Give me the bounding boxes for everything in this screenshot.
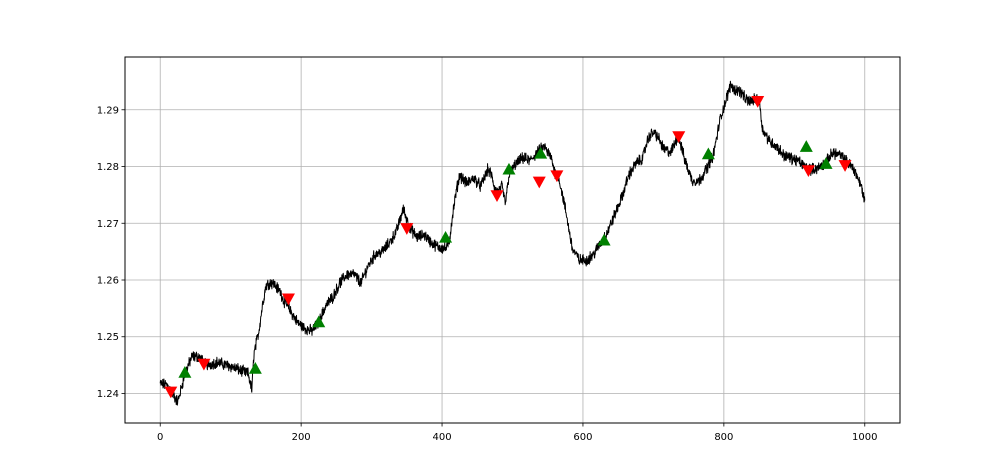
sell-signal-marker	[532, 176, 546, 189]
x-axis: 0 200 400 600 800 1000	[157, 423, 877, 443]
y-tick-label: 1.26	[97, 276, 119, 287]
axes-frame	[124, 56, 901, 424]
sell-signal-marker	[550, 170, 564, 183]
sell-signal-marker	[838, 160, 852, 172]
sell-signal-marker	[672, 131, 686, 143]
grid	[125, 57, 900, 423]
x-tick-label: 400	[432, 432, 451, 443]
y-axis: 1.24 1.25 1.26 1.27 1.28 1.29	[97, 105, 125, 400]
buy-signal-marker	[534, 146, 548, 159]
x-tick-label: 200	[292, 432, 311, 443]
y-tick-label: 1.27	[97, 219, 119, 230]
x-tick-label: 800	[714, 432, 733, 443]
sell-signal-marker	[801, 165, 815, 177]
y-tick-label: 1.29	[97, 105, 119, 116]
buy-signal-marker	[597, 233, 611, 246]
y-tick-label: 1.25	[97, 332, 119, 343]
y-tick-label: 1.28	[97, 162, 119, 173]
sell-signal-marker	[490, 190, 504, 202]
sell-signal-marker	[164, 386, 178, 399]
buy-signal-marker	[799, 140, 813, 152]
buy-signal-marker	[248, 362, 262, 374]
sell-signal-marker	[751, 96, 765, 108]
buy-signal-marker	[701, 147, 715, 160]
buy-signal-marker	[178, 365, 192, 378]
sell-signal-marker	[400, 223, 414, 235]
buy-signal-marker	[312, 315, 326, 328]
sell-signal-marker	[281, 293, 295, 306]
buy-signal-marker	[819, 157, 833, 169]
buy-signal-marker	[439, 230, 453, 243]
x-tick-label: 600	[573, 432, 592, 443]
buy-signal-marker	[502, 162, 516, 175]
sell-signal-marker	[197, 358, 211, 371]
x-tick-label: 1000	[852, 432, 877, 443]
signal-markers	[164, 96, 852, 399]
y-tick-label: 1.24	[97, 389, 119, 400]
x-tick-label: 0	[157, 432, 163, 443]
